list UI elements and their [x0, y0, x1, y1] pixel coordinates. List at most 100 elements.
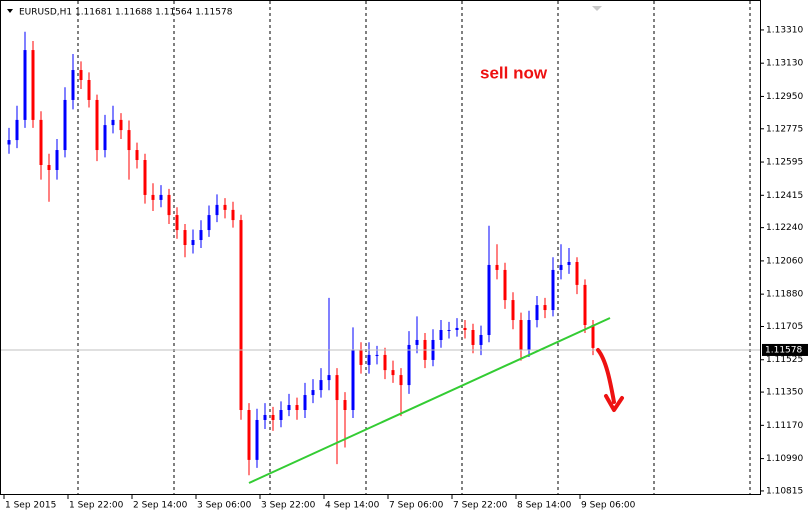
candle-body — [55, 150, 59, 170]
candle-body — [575, 262, 579, 285]
candle-body — [95, 99, 99, 151]
candle-body — [535, 305, 539, 321]
candle-body — [287, 405, 291, 411]
x-tick-label: 4 Sep 14:00 — [325, 501, 380, 511]
annotation: sell now — [480, 63, 548, 82]
last-price-label: 1.11578 — [765, 345, 802, 355]
candle-body — [543, 305, 547, 311]
candle-body — [503, 269, 507, 301]
candle-body — [399, 375, 403, 386]
candle-body — [311, 390, 315, 396]
candle-body — [479, 334, 483, 345]
candle-body — [223, 204, 227, 210]
candle-body — [551, 269, 555, 311]
candle-body — [63, 99, 67, 151]
candle-body — [15, 119, 19, 141]
candle-body — [231, 209, 235, 221]
y-tick-label: 1.12060 — [766, 256, 803, 266]
y-tick-label: 1.12775 — [766, 124, 803, 134]
candle-body — [487, 264, 491, 335]
candle-body — [183, 230, 187, 246]
y-tick-label: 1.10990 — [766, 454, 803, 464]
candle-body — [199, 230, 203, 241]
candle-body — [111, 119, 115, 126]
y-tick-label: 1.11170 — [766, 421, 803, 431]
y-tick-label: 1.11880 — [766, 290, 803, 300]
candle-body — [415, 339, 419, 345]
candle-body — [359, 349, 363, 365]
candle-body — [207, 215, 211, 231]
candle-body — [391, 370, 395, 376]
chart-title: EURUSD,H1 1.11681 1.11688 1.11564 1.1157… — [19, 8, 233, 18]
candle-body — [335, 375, 339, 401]
candle-body — [255, 419, 259, 460]
candle-body — [327, 375, 331, 381]
x-tick-label: 1 Sep 22:00 — [69, 501, 124, 511]
y-tick-label: 1.13310 — [766, 25, 803, 35]
candle-body — [119, 119, 123, 131]
y-tick-label: 1.13130 — [766, 59, 803, 69]
candle-body — [31, 50, 35, 120]
x-tick-label: 7 Sep 22:00 — [453, 501, 508, 511]
candle-body — [279, 410, 283, 420]
candle-body — [191, 240, 195, 246]
candle-body — [511, 300, 515, 321]
candle-body — [591, 325, 595, 348]
candle-body — [239, 220, 243, 411]
candle-body — [215, 204, 219, 216]
candle-body — [527, 320, 531, 350]
candle-body — [103, 125, 107, 151]
y-tick-label: 1.11350 — [766, 388, 803, 398]
y-tick-label: 1.11525 — [766, 355, 803, 365]
candle-body — [383, 354, 387, 371]
x-tick-label: 3 Sep 22:00 — [261, 501, 316, 511]
x-tick-label: 2 Sep 14:00 — [133, 501, 188, 511]
candle-body — [447, 330, 451, 331]
candle-body — [567, 262, 571, 265]
candle-body — [167, 194, 171, 216]
x-tick-label: 8 Sep 14:00 — [517, 501, 572, 511]
candle-body — [175, 215, 179, 231]
candle-body — [47, 165, 51, 170]
y-tick-label: 1.11705 — [766, 322, 803, 332]
y-tick-label: 1.12240 — [766, 223, 803, 233]
candle-body — [79, 70, 83, 81]
candle-body — [407, 344, 411, 386]
down-arrow — [596, 348, 624, 412]
last-price-box — [762, 343, 808, 356]
candle-body — [367, 354, 371, 365]
candle-body — [439, 330, 443, 340]
candle-body — [271, 414, 275, 420]
x-tick-label: 7 Sep 06:00 — [389, 501, 444, 511]
candle-body — [351, 349, 355, 411]
trendline — [248, 317, 611, 484]
y-tick-label: 1.10815 — [766, 486, 803, 496]
candle-body — [7, 140, 11, 145]
candle-body — [375, 354, 379, 356]
candle-body — [303, 395, 307, 411]
y-tick-label: 1.12415 — [766, 191, 803, 201]
candle-body — [151, 194, 155, 200]
scroll-marker — [592, 6, 602, 11]
candle-body — [559, 264, 563, 270]
candle-body — [127, 130, 131, 151]
candle-body — [463, 327, 467, 330]
candle-body — [343, 400, 347, 411]
candle-body — [495, 264, 499, 270]
menu-triangle — [7, 9, 13, 13]
candle-body — [135, 150, 139, 161]
candle-body — [583, 284, 587, 326]
candle-body — [295, 405, 299, 411]
plot-frame — [0, 0, 761, 495]
candle-body — [263, 414, 267, 420]
x-tick-label: 1 Sep 2015 — [5, 501, 56, 511]
y-tick-label: 1.12950 — [766, 92, 803, 102]
candle-body — [319, 380, 323, 391]
candle-body — [247, 410, 251, 460]
candle-body — [39, 119, 43, 165]
candle-body — [455, 327, 459, 330]
candle-body — [519, 320, 523, 350]
candle-body — [143, 160, 147, 195]
candle-body — [471, 330, 475, 345]
